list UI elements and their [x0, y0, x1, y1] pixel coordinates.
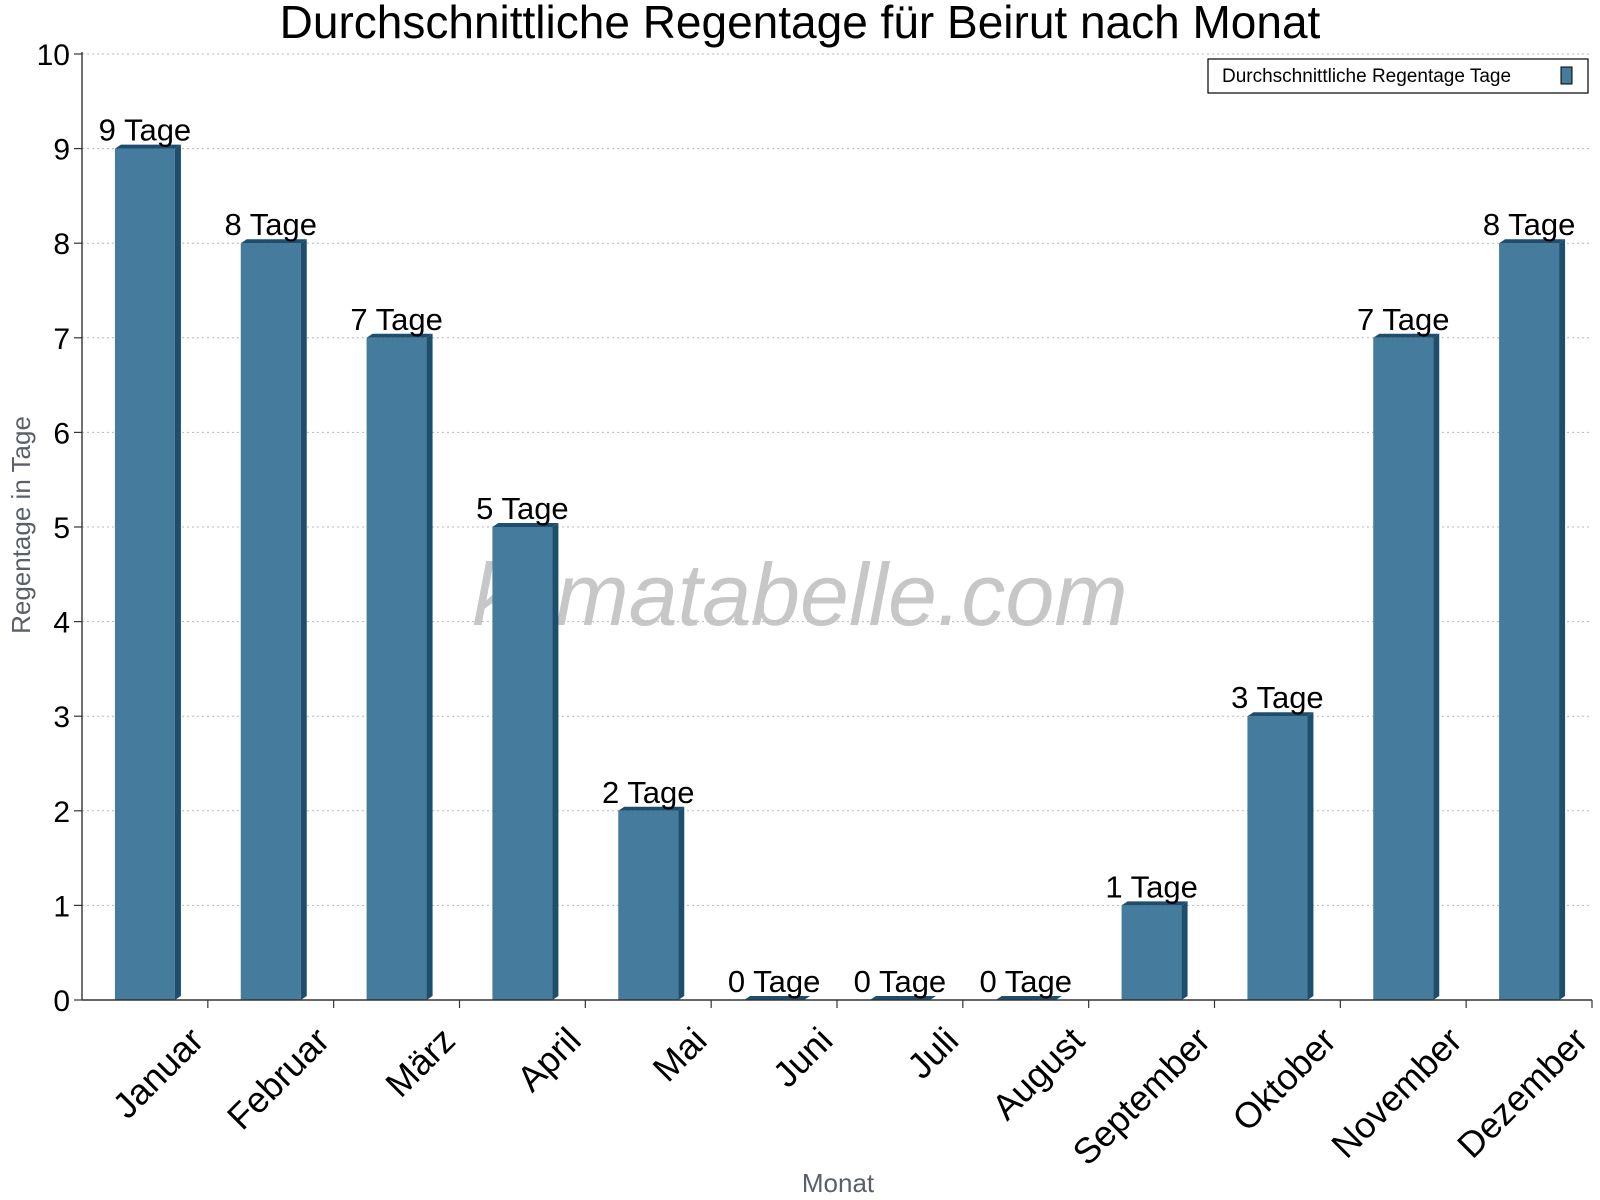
bar-10 — [1247, 712, 1314, 1000]
y-tick-label: 1 — [53, 890, 70, 923]
chart-title: Durchschnittliche Regentage für Beirut n… — [280, 0, 1321, 48]
x-tick-label: November — [1323, 1019, 1469, 1165]
x-tick-label: Februar — [219, 1019, 337, 1137]
bar-3 — [366, 333, 433, 1000]
bar-front — [1247, 716, 1308, 1000]
bar-7 — [869, 996, 936, 1000]
y-tick-label: 3 — [53, 701, 70, 734]
legend-label: Durchschnittliche Regentage Tage — [1222, 66, 1511, 87]
legend-box — [1207, 58, 1589, 94]
bar-front — [492, 527, 553, 1000]
x-tick-label: April — [509, 1019, 589, 1099]
bar-top — [869, 996, 936, 1000]
y-tick-labels: 0 1 2 3 4 5 6 7 8 9 10 — [37, 39, 70, 1018]
axes — [74, 52, 1593, 1008]
bar-top — [618, 806, 685, 811]
bar-side — [174, 144, 181, 1001]
data-label: 0 Tage — [979, 964, 1072, 999]
x-tick-label: Januar — [104, 1019, 211, 1126]
bar-top — [492, 523, 559, 527]
data-label: 7 Tage — [1357, 302, 1450, 337]
x-tick-label: September — [1064, 1019, 1218, 1173]
bar-side — [1307, 712, 1314, 1000]
bar-9 — [1121, 901, 1188, 1000]
bar-front — [366, 337, 427, 1000]
bar-front — [1121, 905, 1182, 1000]
data-label: 2 Tage — [602, 775, 695, 810]
bar-front — [1373, 337, 1434, 1000]
y-tick-label: 6 — [53, 417, 70, 450]
bar-6 — [744, 996, 811, 1000]
x-tick-label: Dezember — [1449, 1019, 1595, 1165]
bar-side — [1433, 333, 1440, 1000]
data-label: 8 Tage — [224, 207, 317, 242]
bar-side — [426, 333, 433, 1000]
x-tick-label: August — [984, 1019, 1092, 1127]
bar-2 — [240, 239, 307, 1000]
bar-front — [618, 810, 679, 1000]
y-axis-title: Regentage in Tage — [6, 416, 36, 634]
bar-side — [1181, 901, 1188, 1000]
bar-top — [1121, 901, 1188, 906]
bar-side — [678, 806, 685, 1000]
y-tick-label: 5 — [53, 512, 70, 545]
data-label: 9 Tage — [99, 113, 192, 148]
bar-top — [744, 996, 811, 1000]
bar-5 — [618, 806, 685, 1000]
legend-swatch — [1560, 66, 1573, 85]
bar-top — [995, 996, 1062, 1000]
bars-group — [114, 144, 1566, 1001]
bar-side — [300, 239, 307, 1000]
watermark: klimatabelle.com — [472, 545, 1127, 644]
data-label: 5 Tage — [476, 491, 569, 526]
bar-top — [114, 144, 181, 149]
y-tick-label: 0 — [53, 985, 70, 1018]
bar-side — [1559, 239, 1566, 1000]
legend: Durchschnittliche Regentage Tage — [1207, 58, 1589, 94]
data-label: 0 Tage — [728, 964, 821, 999]
y-tick-label: 10 — [37, 39, 70, 72]
bar-top — [1247, 712, 1314, 717]
bar-4 — [492, 523, 559, 1000]
data-label: 0 Tage — [854, 964, 947, 999]
x-tick-label: Oktober — [1224, 1019, 1344, 1139]
data-labels: 9 Tage 8 Tage 7 Tage 5 Tage 2 Tage 0 Tage 0 Ta… — [99, 113, 1576, 999]
y-tick-label: 2 — [53, 796, 70, 829]
x-tick-label: Juni — [765, 1019, 841, 1095]
x-axis-title: Monat — [802, 1168, 875, 1198]
y-tick-label: 7 — [53, 323, 70, 356]
bar-11 — [1373, 333, 1440, 1000]
bar-top — [366, 333, 433, 338]
x-tick-label: März — [377, 1019, 463, 1105]
x-tick-labels: Januar Februar März April Mai Juni Juli AugustS… — [104, 1019, 1595, 1173]
y-tick-label: 9 — [53, 134, 70, 167]
bar-front — [1499, 243, 1560, 1000]
x-tick-label: Mai — [645, 1019, 715, 1089]
bar-top — [1499, 239, 1566, 244]
bar-1 — [114, 144, 181, 1001]
bar-12 — [1499, 239, 1566, 1000]
data-label: 3 Tage — [1231, 680, 1324, 715]
bar-top — [1373, 333, 1440, 338]
data-label: 8 Tage — [1483, 207, 1576, 242]
bar-top — [240, 239, 307, 244]
bar-side — [552, 523, 559, 1000]
bar-front — [114, 148, 175, 1001]
y-tick-label: 4 — [53, 607, 70, 640]
bar-front — [240, 243, 301, 1000]
y-tick-label: 8 — [53, 228, 70, 261]
gridlines — [82, 53, 1592, 906]
data-label: 1 Tage — [1105, 869, 1198, 904]
bar-8 — [995, 996, 1062, 1000]
data-label: 7 Tage — [350, 302, 443, 337]
x-tick-label: Juli — [899, 1019, 966, 1086]
